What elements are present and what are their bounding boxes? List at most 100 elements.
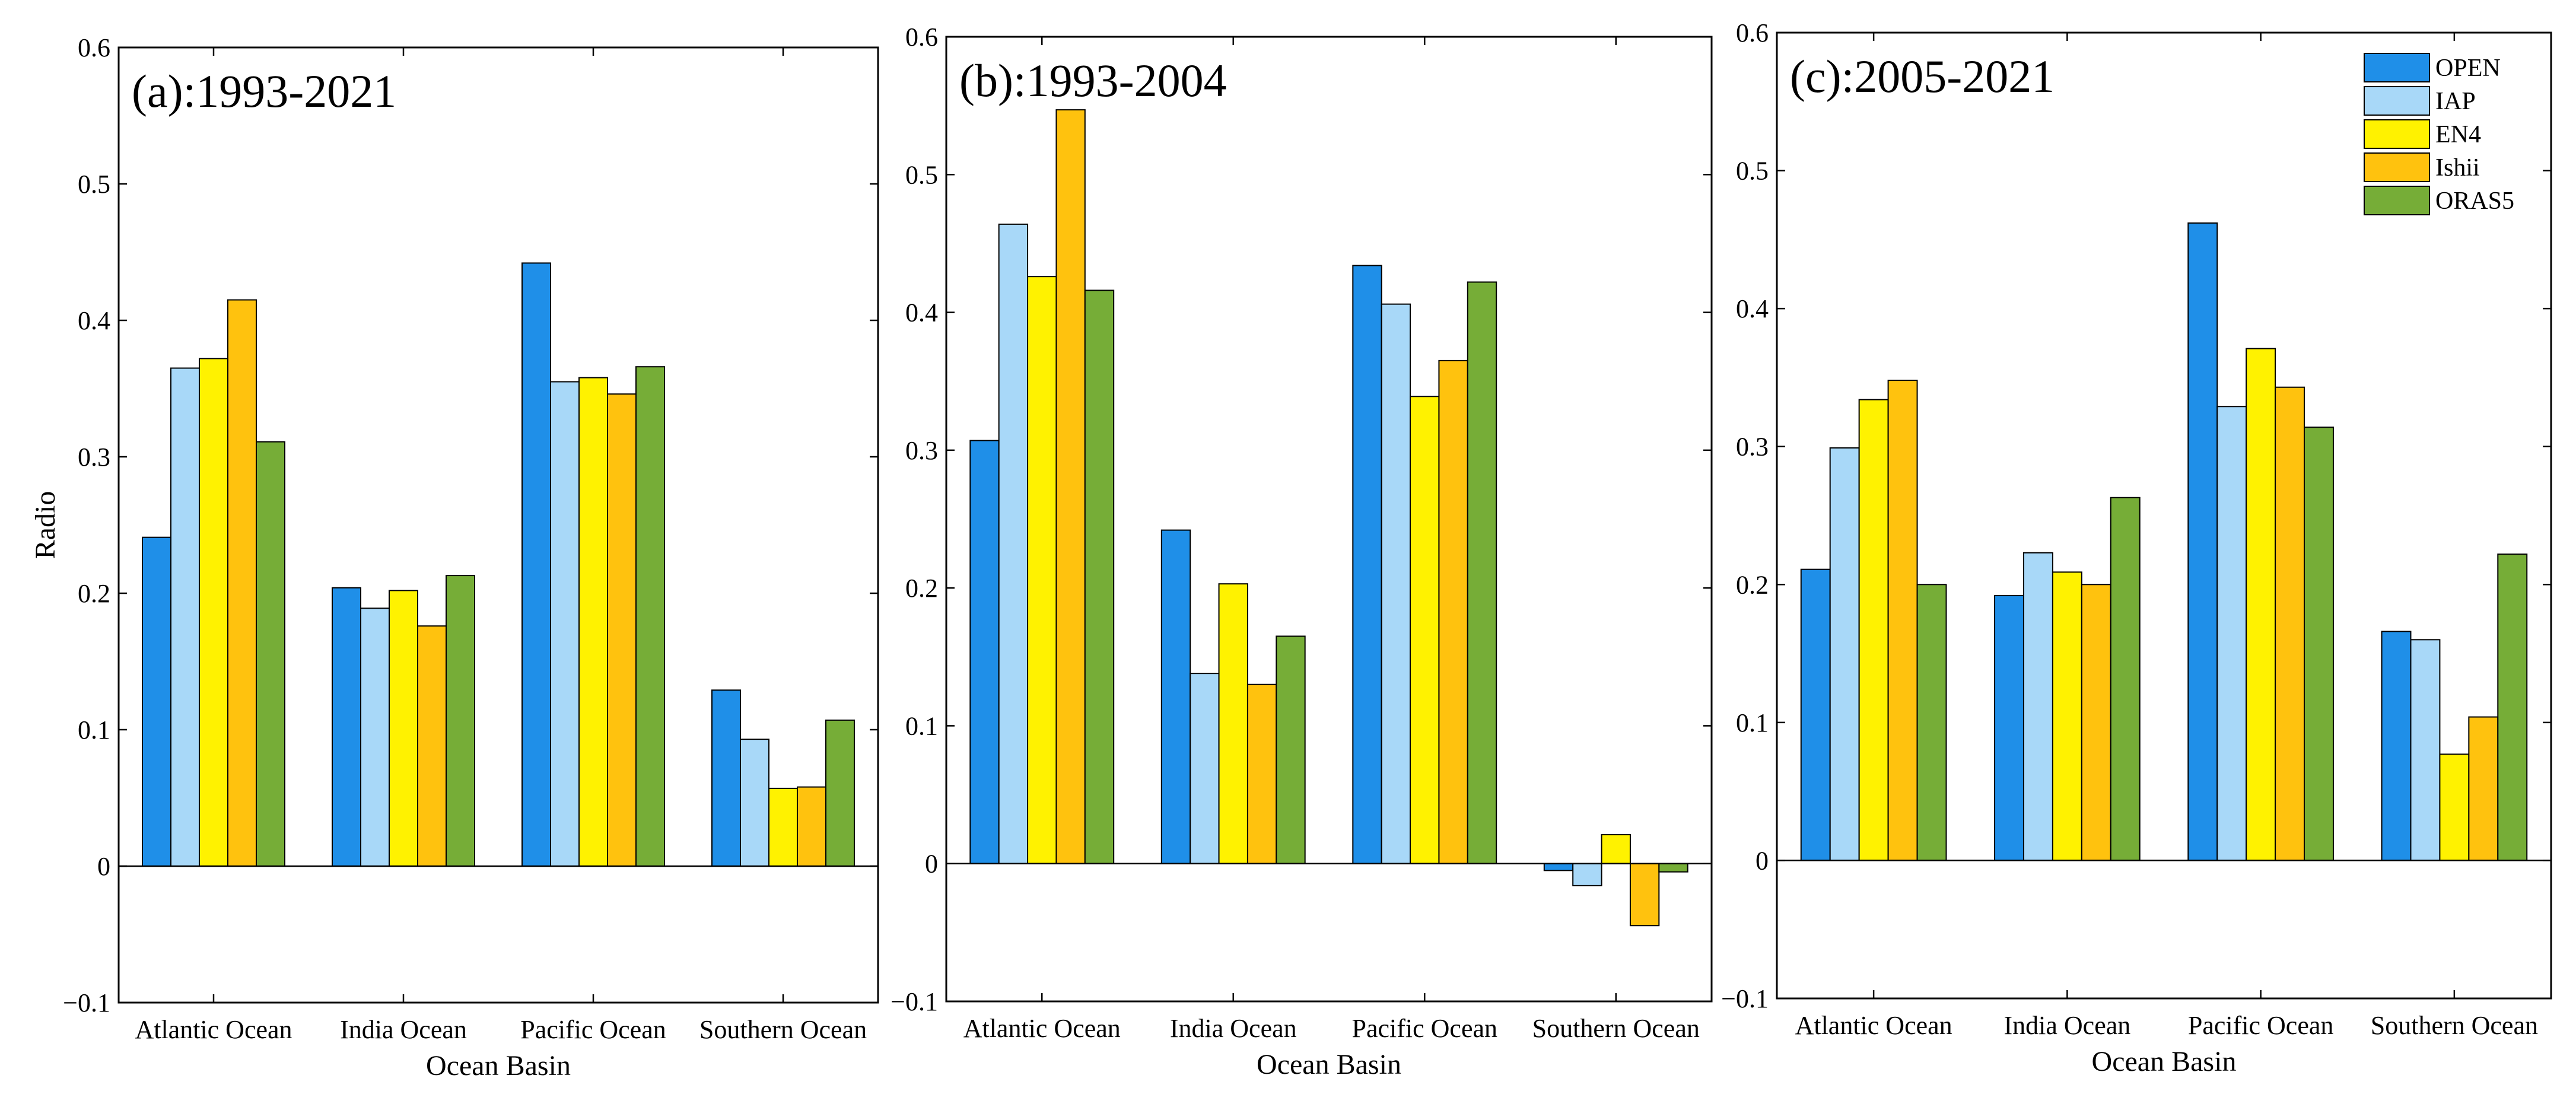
bar-ishii-2 (1246, 683, 1277, 864)
y-axis-label: Radio (30, 491, 61, 559)
chart-panel-1: −0.1 0 0.1 0.2 0.3 0.4 0.5 0.6 Atlantic Ocean Ind… (30, 33, 879, 1081)
bar-open-4 (1543, 863, 1574, 871)
legend-swatch-ishii (2364, 152, 2430, 182)
bar-iap-3 (550, 381, 580, 867)
legend-label-oras5: ORAS5 (2435, 187, 2514, 215)
bar-ishii-2 (417, 625, 447, 867)
bar-ishii-3 (2275, 386, 2305, 861)
y-tick-label: 0.5 (1736, 157, 1769, 186)
bar-open-4 (711, 689, 741, 867)
bar-open-3 (521, 262, 551, 867)
bar-en4-2 (1218, 583, 1248, 864)
bar-en4-3 (578, 377, 608, 867)
bar-iap-4 (2410, 639, 2441, 861)
legend-label-iap: IAP (2435, 88, 2476, 115)
x-tick-label: India Ocean (1170, 1014, 1297, 1043)
panel-title: (a):1993-2021 (132, 65, 396, 117)
y-tick-label: 0 (97, 852, 110, 881)
bar-ishii-1 (1887, 380, 1918, 861)
bar-en4-2 (389, 590, 418, 867)
bar-iap-1 (998, 223, 1029, 864)
y-tick-label: 0.5 (78, 170, 110, 199)
bar-oras5-2 (1276, 635, 1306, 864)
bar-oras5-2 (446, 575, 475, 867)
y-tick-label: 0 (925, 850, 938, 879)
bar-open-1 (142, 536, 171, 867)
bar-iap-2 (1190, 673, 1220, 864)
bar-oras5-3 (635, 366, 665, 867)
bar-oras5-1 (1916, 584, 1947, 861)
bar-open-1 (969, 440, 1000, 864)
bar-open-2 (332, 587, 361, 867)
bar-ishii-4 (797, 786, 826, 867)
x-tick-label: Pacific Ocean (1351, 1014, 1497, 1043)
y-tick-label: 0.3 (1736, 432, 1769, 462)
x-tick-label: Atlantic Ocean (135, 1015, 292, 1044)
bar-iap-4 (1572, 863, 1602, 886)
y-tick-label: 0.4 (905, 298, 938, 327)
legend-label-ishii: Ishii (2435, 154, 2480, 182)
bar-ishii-3 (1438, 360, 1468, 864)
plot-frame (945, 36, 1713, 1003)
bar-iap-1 (170, 367, 200, 867)
x-axis-label: Ocean Basin (1257, 1049, 1401, 1080)
plot-frame (1776, 31, 2552, 1000)
x-tick-label: Atlantic Ocean (1795, 1011, 1952, 1040)
bar-iap-1 (1829, 447, 1860, 861)
y-tick-label: 0.3 (78, 443, 110, 472)
bar-oras5-4 (825, 719, 855, 867)
y-tick-label: 0.1 (78, 715, 110, 745)
bar-oras5-3 (1467, 281, 1497, 864)
x-tick-label: Southern Ocean (2371, 1011, 2538, 1040)
bar-oras5-4 (1658, 863, 1688, 873)
legend-swatch-en4 (2364, 119, 2430, 149)
bar-iap-2 (360, 607, 390, 867)
bar-oras5-2 (2110, 497, 2141, 861)
y-tick-label: −0.1 (63, 988, 110, 1017)
bar-open-3 (2187, 222, 2218, 861)
y-tick-label: 0.3 (905, 436, 938, 465)
bar-oras5-3 (2304, 427, 2334, 861)
bar-oras5-1 (1084, 290, 1115, 864)
x-tick-label: Atlantic Ocean (963, 1014, 1121, 1043)
bar-en4-1 (1027, 276, 1057, 864)
panel-title: (b):1993-2004 (959, 55, 1227, 106)
legend-label-en4: EN4 (2435, 121, 2481, 148)
y-tick-label: 0.5 (905, 160, 938, 189)
x-axis-label: Ocean Basin (2092, 1046, 2237, 1077)
bar-iap-2 (2022, 552, 2053, 861)
x-tick-label: India Ocean (2003, 1011, 2130, 1040)
x-tick-label: India Ocean (340, 1015, 467, 1044)
x-tick-label: Pacific Ocean (520, 1015, 666, 1044)
bar-ishii-1 (1055, 109, 1086, 864)
bar-en4-3 (2246, 348, 2276, 861)
bar-en4-4 (1601, 834, 1631, 864)
bar-en4-3 (1410, 396, 1440, 864)
y-tick-label: 0.2 (905, 574, 938, 603)
legend-swatch-open (2364, 53, 2430, 82)
x-tick-label: Southern Ocean (1532, 1014, 1700, 1043)
plot-frame (117, 46, 879, 1004)
bar-oras5-1 (256, 441, 285, 867)
bar-open-4 (2381, 631, 2412, 861)
bar-en4-2 (2052, 571, 2082, 861)
x-axis-label: Ocean Basin (426, 1050, 571, 1081)
bar-ishii-1 (227, 299, 257, 867)
chart-panel-3: −0.1 0 0.1 0.2 0.3 0.4 0.5 0.6 Atlantic Ocean Ind… (1721, 18, 2552, 1077)
y-tick-label: 0.6 (905, 23, 938, 52)
y-tick-label: 0.6 (78, 33, 110, 62)
y-tick-label: 0.6 (1736, 18, 1769, 47)
bar-ishii-4 (2468, 716, 2499, 861)
y-tick-label: 0.4 (1736, 294, 1769, 323)
bar-ishii-2 (2081, 584, 2111, 861)
chart-panels: −0.1 0 0.1 0.2 0.3 0.4 0.5 0.6 Atlantic Ocean Ind… (30, 18, 2552, 1081)
chart-panel-2: −0.1 0 0.1 0.2 0.3 0.4 0.5 0.6 Atlantic Ocean Ind… (891, 23, 1713, 1080)
bar-open-2 (1160, 529, 1191, 864)
x-tick-label: Southern Ocean (699, 1015, 867, 1044)
legend: OPEN IAP EN4 Ishii ORAS5 (2364, 53, 2514, 215)
bar-ishii-4 (1629, 863, 1660, 927)
bar-oras5-4 (2497, 554, 2528, 861)
y-tick-label: −0.1 (1721, 984, 1769, 1013)
bar-ishii-3 (607, 393, 637, 867)
